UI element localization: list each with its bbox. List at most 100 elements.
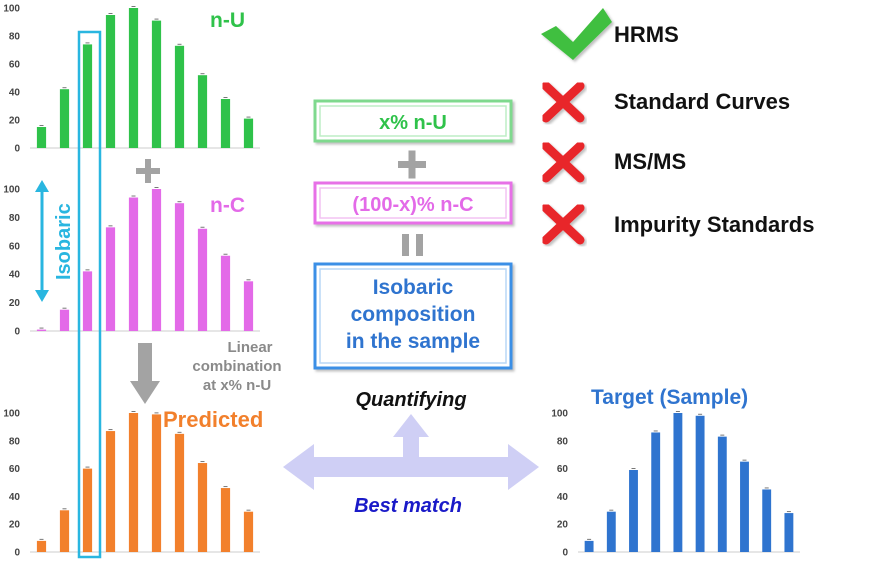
predicted-y-tick-label: 0 <box>14 548 20 559</box>
n-u-bar <box>36 127 47 148</box>
quantifying-label: Quantifying <box>355 389 466 411</box>
n-u-bar <box>174 45 185 148</box>
check-icon <box>541 8 612 60</box>
n-c-y-tick-label: 80 <box>9 213 21 224</box>
target-bar <box>784 513 794 552</box>
target-y-tick-label: 40 <box>557 492 569 503</box>
n-u-bar <box>197 75 208 148</box>
n-u-y-tick-label: 40 <box>9 88 21 99</box>
n-u-bar <box>220 99 231 148</box>
target-y-tick-label: 20 <box>557 520 569 531</box>
predicted-bar <box>105 431 116 552</box>
n-c-bar <box>197 228 208 331</box>
chart-n-u: 0 20 40 60 80 100 <box>3 4 260 155</box>
highlight-column-box <box>77 30 102 559</box>
predicted-bar <box>59 510 70 552</box>
target-bar <box>762 489 772 552</box>
target-y-tick-label: 100 <box>551 409 568 420</box>
linear-combination-line-1: Linear <box>227 339 272 356</box>
best-match-label: Best match <box>354 495 462 517</box>
isobaric-composition-line-3: in the sample <box>346 330 480 353</box>
predicted-bar <box>36 540 47 552</box>
predicted-y-tick-label: 20 <box>9 520 21 531</box>
predicted-bar <box>197 463 208 552</box>
linear-combination-line-2: combination <box>192 358 281 375</box>
n-u-bar <box>243 118 254 148</box>
isobaric-composition-box: Isobaric composition in the sample <box>313 262 513 370</box>
n-u-fraction-box: x% n-U <box>313 99 513 143</box>
target-series-label: Target (Sample) <box>591 386 748 409</box>
n-c-fraction-text: (100-x)% n-C <box>352 194 473 216</box>
down-arrow-icon <box>130 343 160 404</box>
target-y-tick-label: 60 <box>557 464 569 475</box>
n-c-y-tick-label: 60 <box>9 241 21 252</box>
target-bar <box>717 436 727 552</box>
isobaric-composition-line-2: composition <box>351 303 476 326</box>
n-u-y-tick-label: 20 <box>9 116 21 127</box>
n-c-bar <box>128 197 139 331</box>
n-c-bar <box>220 255 231 331</box>
target-bar <box>584 540 594 552</box>
n-u-bar <box>82 44 93 148</box>
chart-target-sample: 0 20 40 60 80 100 <box>551 409 800 559</box>
predicted-bar <box>151 414 162 552</box>
chart-n-c: 0 20 40 60 80 100 <box>3 185 260 338</box>
n-c-bar <box>151 189 162 331</box>
n-u-y-tick-label: 0 <box>14 144 20 155</box>
n-c-y-tick-label: 0 <box>14 327 20 338</box>
center-plus-icon <box>398 150 426 179</box>
n-u-y-tick-label: 80 <box>9 32 21 43</box>
n-c-bar <box>174 203 185 331</box>
checklist-item-ms-ms: MS/MS <box>614 149 686 174</box>
isobaric-label: Isobaric <box>53 203 75 280</box>
target-bar <box>740 461 749 552</box>
isobaric-double-arrow-icon <box>35 180 49 302</box>
n-u-y-tick-label: 60 <box>9 60 21 71</box>
target-y-tick-label: 0 <box>562 548 568 559</box>
predicted-y-tick-label: 60 <box>9 464 21 475</box>
linear-combination-line-3: at x% n-U <box>203 377 271 394</box>
n-u-bar <box>128 8 139 148</box>
cross-icon <box>541 81 585 123</box>
n-c-series-label: n-C <box>210 194 245 217</box>
n-c-fraction-box: (100-x)% n-C <box>313 181 513 225</box>
predicted-bar <box>128 413 139 552</box>
n-u-bar <box>151 20 162 149</box>
cross-icon <box>541 141 585 183</box>
n-u-y-tick-label: 100 <box>3 4 20 15</box>
n-u-fraction-text: x% n-U <box>379 112 447 134</box>
n-c-y-tick-label: 20 <box>9 298 21 309</box>
best-match-arrows-icon <box>283 414 539 490</box>
n-u-bar <box>59 89 70 148</box>
predicted-series-label: Predicted <box>163 407 263 432</box>
n-c-y-tick-label: 100 <box>3 185 20 196</box>
checklist: HRMS Standard Curves MS/MS Impurity Stan… <box>541 8 814 245</box>
n-u-bar <box>105 15 116 148</box>
n-c-bar <box>82 271 93 331</box>
n-c-bar <box>36 329 47 331</box>
predicted-bar <box>243 511 254 552</box>
predicted-bar <box>174 433 185 552</box>
n-c-bar <box>105 227 116 331</box>
predicted-bar <box>82 468 93 552</box>
plus-icon <box>136 159 160 183</box>
chart-predicted: 0 20 40 60 80 100 <box>3 409 260 559</box>
target-bar <box>606 511 616 552</box>
target-y-tick-label: 80 <box>557 436 569 447</box>
predicted-y-tick-label: 40 <box>9 492 21 503</box>
target-bar <box>629 469 638 552</box>
n-c-bar <box>243 281 254 331</box>
isobaric-composition-line-1: Isobaric <box>373 276 454 299</box>
target-bar <box>673 413 683 552</box>
checklist-item-standard-curves: Standard Curves <box>614 89 790 114</box>
checklist-item-impurity-standards: Impurity Standards <box>614 212 814 237</box>
checklist-item-hrms: HRMS <box>614 22 679 47</box>
cross-icon <box>541 203 585 245</box>
n-u-series-label: n-U <box>210 9 245 32</box>
target-bar <box>695 415 705 552</box>
predicted-bar <box>220 488 231 552</box>
predicted-y-tick-label: 100 <box>3 409 20 420</box>
n-c-bar <box>59 309 70 331</box>
target-bar <box>651 432 661 552</box>
